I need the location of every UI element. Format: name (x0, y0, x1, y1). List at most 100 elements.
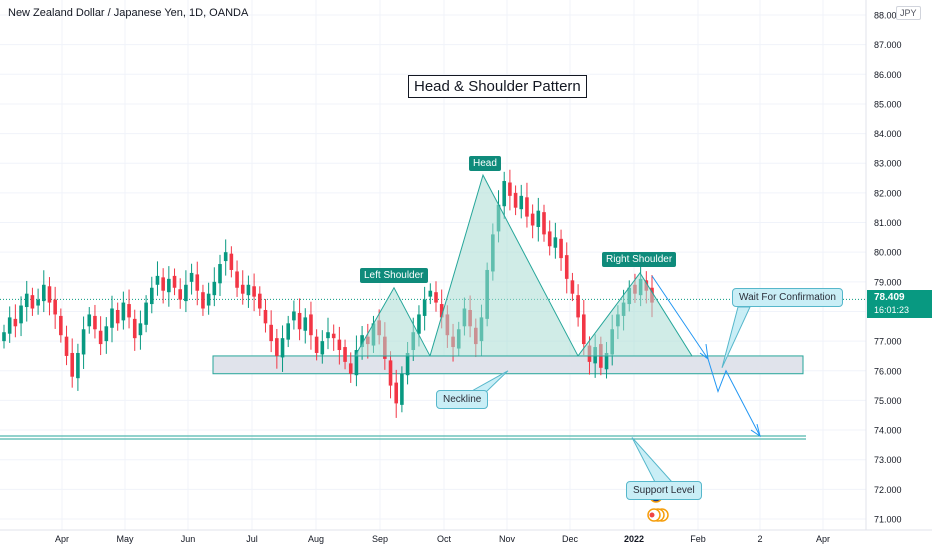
candles (2, 169, 654, 418)
candle-body (422, 299, 427, 316)
candle-body (508, 182, 512, 196)
candle-body (172, 275, 177, 288)
y-tick-label: 85.000 (874, 99, 902, 109)
candle-body (292, 311, 296, 321)
candle-body (388, 360, 393, 386)
x-tick-label: Jul (246, 534, 258, 544)
candle-body (104, 326, 109, 342)
candle-body (297, 312, 302, 330)
candle-body (553, 237, 558, 248)
candle-body (41, 284, 46, 302)
head-label[interactable]: Head (469, 156, 501, 171)
candle-body (36, 299, 40, 306)
x-tick-label: May (116, 534, 134, 544)
wait-callout-pointer (721, 306, 751, 369)
symbol-title[interactable]: New Zealand Dollar / Japanese Yen, 1D, O… (8, 7, 249, 19)
candle-body (2, 332, 6, 342)
projection-arrow-2 (750, 424, 761, 438)
candle-body (326, 332, 330, 339)
candle-body (155, 275, 160, 285)
candle-body (189, 272, 194, 282)
candle-body (280, 338, 285, 358)
y-tick-label: 76.000 (874, 366, 902, 376)
candle-body (24, 293, 29, 308)
candle-body (542, 212, 546, 235)
y-tick-label: 80.000 (874, 248, 902, 258)
y-tick-label: 75.000 (874, 396, 902, 406)
candle-body (240, 284, 245, 294)
candle-body (354, 350, 359, 376)
projection-path (651, 275, 761, 437)
pattern-overlays (354, 173, 761, 522)
event-dot-icon (649, 512, 655, 518)
candle-body (576, 295, 580, 318)
wait-confirmation-callout[interactable]: Wait For Confirmation (732, 288, 843, 307)
candle-body (564, 255, 569, 279)
y-tick-label: 86.000 (874, 70, 902, 80)
candle-body (246, 284, 251, 296)
pattern-title-label[interactable]: Head & Shoulder Pattern (408, 75, 587, 98)
candle-body (229, 253, 234, 270)
candle-body (212, 281, 217, 296)
candle-body (76, 352, 80, 379)
pattern-zones (0, 355, 806, 440)
candle-body (309, 314, 313, 336)
neckline-callout[interactable]: Neckline (436, 390, 489, 409)
left-shoulder-shape (354, 286, 431, 357)
candle-body (394, 382, 399, 404)
candle-body (320, 341, 325, 355)
candle-body (502, 181, 507, 207)
candle-body (400, 373, 404, 405)
y-tick-label: 77.000 (874, 337, 902, 347)
head-shape (429, 173, 579, 357)
y-tick-label: 74.000 (874, 426, 902, 436)
candle-body (275, 338, 279, 356)
y-tick-label: 87.000 (874, 40, 902, 50)
candle-body (59, 315, 63, 336)
candle-body (218, 264, 222, 284)
y-tick-label: 84.000 (874, 129, 902, 139)
candle-body (223, 252, 228, 262)
candle-body (93, 315, 97, 330)
candle-body (525, 197, 529, 217)
candle-body (161, 277, 165, 291)
candle-body (13, 318, 18, 327)
candle-body (30, 295, 35, 309)
right-shoulder-label[interactable]: Right Shoulder (602, 252, 677, 267)
candle-body (257, 293, 262, 309)
candle-body (70, 352, 75, 377)
candle-body (121, 302, 126, 321)
x-tick-label: 2022 (624, 534, 644, 544)
candle-body (604, 352, 609, 370)
candle-body (235, 271, 239, 288)
x-tick-label: Apr (55, 534, 69, 544)
candle-body (360, 335, 364, 348)
candle-body (167, 278, 171, 293)
x-tick-label: 2 (757, 534, 762, 544)
candle-body (132, 318, 137, 339)
left-shoulder-label[interactable]: Left Shoulder (360, 268, 428, 283)
candle-body (581, 314, 586, 345)
candle-body (195, 274, 200, 291)
candle-body (149, 287, 154, 305)
candle-body (201, 292, 205, 309)
support-level-callout[interactable]: Support Level (626, 481, 702, 500)
currency-badge[interactable]: JPY (896, 6, 921, 20)
projection-arrow-1 (699, 344, 709, 361)
candle-body (286, 323, 291, 340)
candle-body (559, 238, 563, 259)
y-tick-label: 82.000 (874, 188, 902, 198)
candle-body (64, 336, 69, 356)
candle-body (547, 231, 552, 247)
candle-body (428, 290, 433, 297)
y-tick-label: 88.000 (874, 11, 902, 21)
candle-body (343, 347, 347, 362)
y-tick-label: 71.000 (874, 515, 902, 525)
candle-body (263, 309, 268, 324)
candle-body (269, 324, 273, 342)
x-tick-label: Apr (816, 534, 830, 544)
current-price-tag: 78.409 16:01:23 (867, 290, 932, 318)
candle-body (303, 317, 308, 331)
